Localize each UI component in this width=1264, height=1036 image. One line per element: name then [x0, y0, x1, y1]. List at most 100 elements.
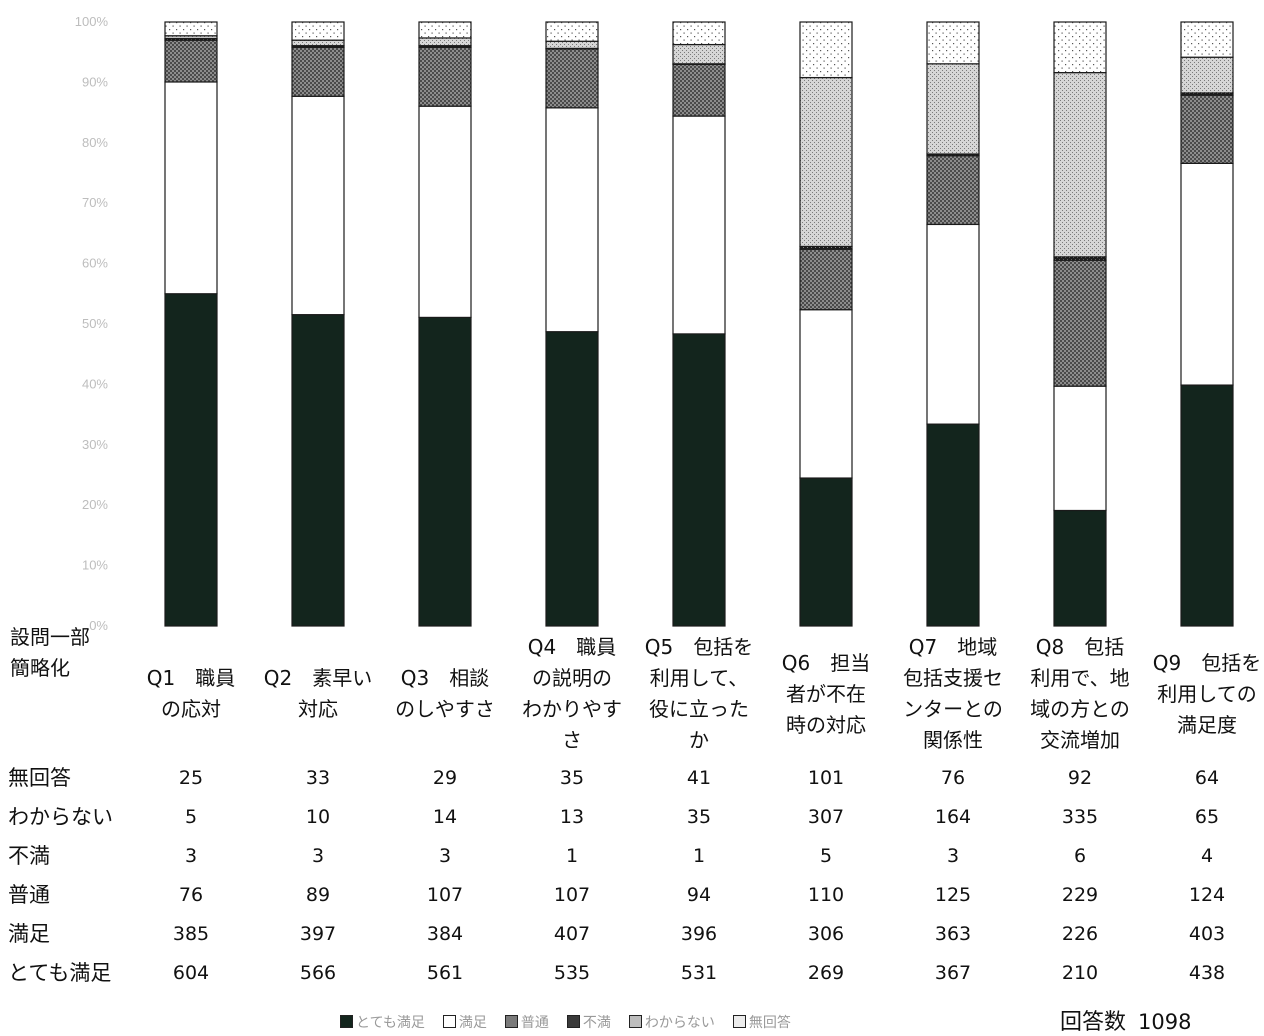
- table-cell: 6: [1073, 845, 1087, 867]
- bar-segment: [672, 63, 726, 117]
- bar-segment: [291, 314, 345, 627]
- y-tick-label: 70%: [82, 195, 108, 210]
- bar-segment: [1180, 94, 1234, 164]
- response-count: 回答数 1098: [1060, 1004, 1191, 1036]
- legend-label: とても満足: [356, 1015, 425, 1031]
- table-cell: 13: [559, 806, 585, 828]
- table-cell: 531: [680, 962, 718, 984]
- y-tick-label: 10%: [82, 558, 108, 573]
- bar-segment: [1180, 162, 1234, 386]
- table-cell: 107: [426, 884, 464, 906]
- bar-segment: [926, 21, 980, 65]
- bar-segment: [418, 37, 472, 47]
- table-cell: 210: [1061, 962, 1099, 984]
- table-cell: 92: [1067, 767, 1093, 789]
- table-row-label: 普通: [8, 883, 50, 907]
- bar-segment: [545, 48, 599, 109]
- legend-label: 不満: [582, 1015, 611, 1031]
- legend-label: 満足: [458, 1015, 487, 1031]
- table-cell: 110: [807, 884, 845, 906]
- bar-segment: [1180, 21, 1234, 58]
- bar-segment: [799, 477, 853, 627]
- bar-segment: [1053, 259, 1107, 387]
- y-tick-label: 20%: [82, 497, 108, 512]
- y-tick-label: 60%: [82, 256, 108, 271]
- table-cell: 4: [1200, 845, 1214, 867]
- bar-segment: [164, 39, 218, 83]
- category-label: Q2 素早い 対応: [263, 666, 373, 721]
- table-cell: 35: [686, 806, 712, 828]
- stacked-bar-chart: 0% 10% 20% 30% 40% 50% 60% 70% 80% 90% 100%: [75, 14, 1234, 633]
- bar-segment: [799, 21, 853, 79]
- table-cell: 566: [299, 962, 337, 984]
- response-count-value: 1098: [1138, 1010, 1192, 1034]
- category-label: Q3 相談 のしやすさ: [395, 666, 495, 721]
- bar-segment: [291, 39, 345, 47]
- category-label: Q9 包括を 利用しての 満足度: [1152, 650, 1262, 737]
- table-row-label: とても満足: [8, 961, 112, 985]
- bar-segment: [164, 81, 218, 295]
- bar-segment: [799, 76, 853, 248]
- bar-segment: [1180, 384, 1234, 627]
- table-cell: 76: [178, 884, 204, 906]
- table-cell: 403: [1188, 923, 1226, 945]
- bar-segment: [672, 333, 726, 627]
- table-header-line-1: 設問一部: [10, 625, 90, 649]
- table-header-label: 設問一部 簡略化: [10, 622, 120, 684]
- table-cell: 76: [940, 767, 966, 789]
- table-cell: 1: [565, 845, 579, 867]
- table-cell: 561: [426, 962, 464, 984]
- bar-segment: [291, 46, 345, 97]
- y-tick-label: 30%: [82, 437, 108, 452]
- table-cell: 164: [934, 806, 972, 828]
- table-cell: 41: [686, 767, 712, 789]
- bar-segment: [926, 223, 980, 425]
- legend-swatch: [566, 1015, 580, 1028]
- table-cell: 438: [1188, 962, 1226, 984]
- legend-item: とても満足: [340, 1015, 425, 1031]
- y-tick-label: 50%: [82, 316, 108, 331]
- bar-segment: [545, 40, 599, 50]
- legend-label: わからない: [644, 1015, 715, 1031]
- category-label: Q8 包括 利用で、地 域の方との 交流増加: [1030, 635, 1130, 752]
- legend-swatch: [732, 1015, 746, 1028]
- table-row-label: 不満: [8, 844, 50, 868]
- table-cell: 33: [305, 767, 331, 789]
- y-tick-label: 40%: [82, 376, 108, 391]
- table-cell: 226: [1061, 923, 1099, 945]
- table-cell: 363: [934, 923, 972, 945]
- legend-label: 普通: [520, 1015, 549, 1031]
- y-tick-label: 100%: [75, 14, 109, 29]
- bar-segment: [418, 21, 472, 39]
- bar-segment: [672, 43, 726, 65]
- bar-segment: [1053, 21, 1107, 74]
- table-cell: 25: [178, 767, 204, 789]
- table-cell: 5: [819, 845, 833, 867]
- bar-segment: [291, 21, 345, 41]
- table-row-label: わからない: [8, 805, 113, 829]
- category-label: Q7 地域 包括支援セ ンターとの 関係性: [903, 635, 1003, 752]
- y-axis: 0% 10% 20% 30% 40% 50% 60% 70% 80% 90% 100%: [75, 14, 109, 633]
- bar-segment: [926, 155, 980, 226]
- table-cell: 125: [934, 884, 972, 906]
- bar-segment: [926, 63, 980, 155]
- category-label: Q1 職員 の応対: [146, 666, 236, 721]
- table-cell: 307: [807, 806, 845, 828]
- table-cell: 269: [807, 962, 845, 984]
- table-row-label: 満足: [8, 922, 50, 946]
- table-cell: 396: [680, 923, 718, 945]
- bar-segment: [672, 115, 726, 335]
- table-cell: 10: [305, 806, 331, 828]
- table-cell: 124: [1188, 884, 1226, 906]
- table-cell: 65: [1194, 806, 1220, 828]
- bar-segment: [1180, 56, 1234, 94]
- table-cell: 3: [438, 845, 452, 867]
- table-cell: 604: [172, 962, 210, 984]
- table-cell: 35: [559, 767, 585, 789]
- category-label: Q5 包括を 利用して、 役に立ったか: [644, 635, 754, 752]
- table-cell: 407: [553, 923, 591, 945]
- table-cell: 306: [807, 923, 845, 945]
- legend-label: 無回答: [748, 1015, 791, 1031]
- category-label: Q4 職員 の説明の わかりやすさ: [522, 635, 622, 752]
- bar-segment: [672, 21, 726, 46]
